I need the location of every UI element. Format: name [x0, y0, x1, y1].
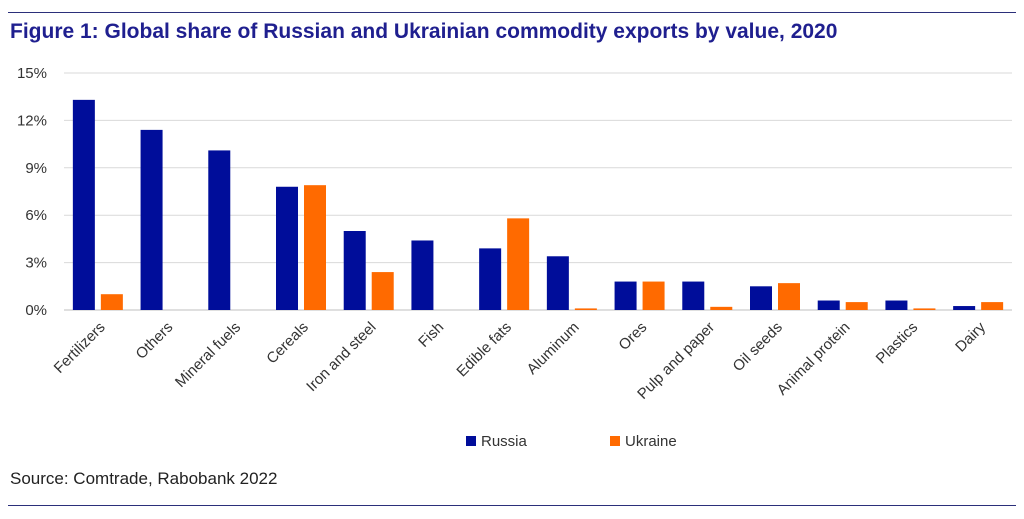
- x-tick-label: Iron and steel: [303, 319, 379, 395]
- bar-ukraine: [778, 283, 800, 310]
- x-tick-label: Oil seeds: [730, 319, 786, 375]
- legend-label-russia: Russia: [481, 433, 528, 450]
- bar-russia: [276, 186, 298, 310]
- bar-russia: [343, 231, 366, 310]
- bar-ukraine: [981, 302, 1004, 310]
- x-tick-label: Dairy: [952, 318, 989, 355]
- x-tick-label: Plastics: [873, 319, 922, 368]
- y-tick-label: 12%: [17, 112, 47, 129]
- bottom-rule: [8, 505, 1016, 506]
- x-tick-label: Others: [133, 319, 177, 363]
- y-tick-label: 3%: [25, 255, 47, 272]
- x-tick-label: Ores: [615, 319, 650, 354]
- x-tick-label: Fish: [415, 319, 447, 351]
- bar-russia: [817, 300, 840, 310]
- bar-russia: [140, 129, 163, 310]
- bar-russia: [614, 281, 637, 310]
- legend-swatch-russia: [466, 436, 476, 446]
- y-tick-label: 6%: [25, 207, 47, 224]
- bar-russia: [953, 306, 976, 310]
- bar-ukraine: [710, 306, 733, 310]
- x-tick-label: Edible fats: [453, 319, 515, 381]
- bar-ukraine: [845, 302, 868, 310]
- legend-label-ukraine: Ukraine: [625, 433, 677, 450]
- source-note: Source: Comtrade, Rabobank 2022: [10, 469, 278, 488]
- bar-russia: [682, 281, 705, 310]
- bar-ukraine: [100, 294, 123, 310]
- y-tick-label: 9%: [25, 160, 47, 177]
- bar-ukraine: [574, 308, 597, 310]
- y-tick-label: 0%: [25, 302, 47, 319]
- bar-russia: [546, 256, 569, 310]
- bar-russia: [479, 248, 502, 310]
- bar-ukraine: [304, 185, 326, 310]
- bar-russia: [72, 99, 95, 310]
- figure-title: Figure 1: Global share of Russian and Uk…: [10, 20, 838, 43]
- bar-ukraine: [642, 281, 665, 310]
- bar-ukraine: [913, 308, 936, 310]
- bar-russia: [885, 300, 908, 310]
- bar-ukraine: [371, 272, 394, 310]
- bar-ukraine: [507, 218, 530, 310]
- bar-russia: [208, 150, 231, 310]
- y-tick-label: 15%: [17, 65, 47, 82]
- bar-russia: [411, 240, 434, 310]
- x-tick-label: Cereals: [263, 319, 312, 368]
- top-rule: [8, 12, 1016, 13]
- x-tick-label: Fertilizers: [51, 319, 109, 377]
- x-tick-label: Aluminum: [524, 319, 583, 378]
- bar-russia: [750, 286, 772, 310]
- legend-swatch-ukraine: [610, 436, 620, 446]
- x-tick-label: Mineral fuels: [172, 319, 244, 391]
